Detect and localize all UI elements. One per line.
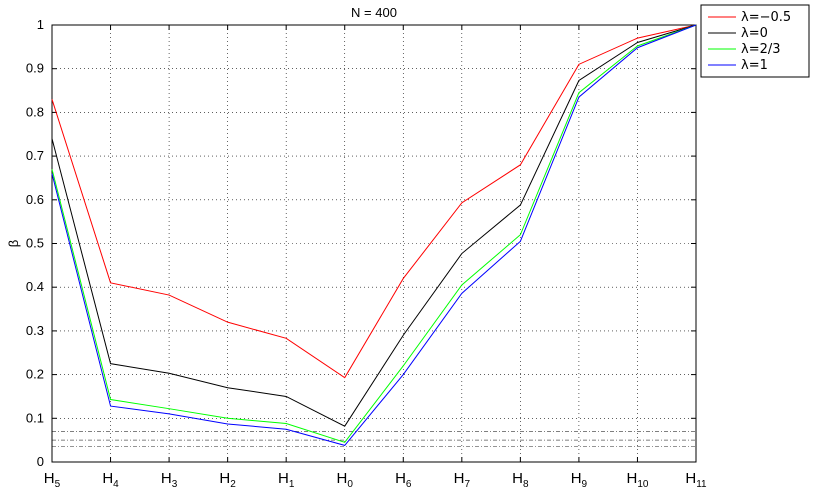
y-tick-label: 0.6 [26, 192, 44, 207]
x-tick-label-base: H [571, 470, 582, 487]
y-tick-label: 0 [37, 454, 44, 469]
y-axis-ticks: 0 0.1 0.2 0.3 0.4 0.5 0.6 0.7 0.8 0.9 1 [26, 17, 696, 469]
series-line [51, 24, 697, 427]
x-tick-label: H6 [395, 470, 412, 490]
series [51, 24, 697, 446]
x-tick-label-base: H [44, 470, 55, 487]
x-tick-label-subscript: 11 [696, 479, 707, 490]
x-tick-label-subscript: 10 [637, 479, 649, 490]
y-tick-label: 0.7 [26, 148, 44, 163]
x-tick-label: H4 [102, 470, 119, 490]
x-tick-label-base: H [337, 470, 348, 487]
x-tick-label-subscript: 9 [582, 479, 588, 490]
x-tick-label: H8 [512, 470, 529, 490]
x-tick-label-subscript: 7 [464, 479, 470, 490]
x-axis-ticks: H5 H4 H3 H2 H1 H0 H6 H7 H8 H9 H10 H11 [44, 25, 707, 490]
x-tick-label: H1 [278, 470, 295, 490]
series-line [51, 24, 697, 379]
x-tick-label: H0 [337, 470, 354, 490]
x-tick-label-base: H [626, 470, 637, 487]
x-tick-label-base: H [102, 470, 113, 487]
x-tick-label-subscript: 2 [230, 479, 236, 490]
legend: λ=−0.5λ=0λ=2/3λ=1 [700, 4, 810, 78]
y-tick-label: 0.3 [26, 323, 44, 338]
x-tick-label: H7 [454, 470, 471, 490]
y-tick-label: 0.5 [26, 236, 44, 251]
y-tick-label: 0.2 [26, 367, 44, 382]
x-tick-label-base: H [278, 470, 289, 487]
x-tick-label-subscript: 5 [55, 479, 61, 490]
x-tick-label-subscript: 3 [172, 479, 178, 490]
series-line [51, 24, 697, 446]
x-tick-label: H11 [685, 470, 707, 490]
x-tick-label-base: H [219, 470, 230, 487]
x-tick-label-base: H [395, 470, 406, 487]
legend-label: λ=2/3 [741, 42, 781, 57]
x-tick-label-subscript: 0 [347, 479, 353, 490]
x-tick-label: H2 [219, 470, 236, 490]
y-tick-label: 0.8 [26, 104, 44, 119]
x-tick-label-base: H [685, 470, 696, 487]
y-tick-label: 0.4 [26, 279, 44, 294]
chart-title: N = 400 [351, 5, 397, 20]
legend-label: λ=−0.5 [741, 10, 791, 25]
y-axis-label: β [6, 240, 21, 247]
y-tick-label: 1 [37, 17, 44, 32]
x-tick-label-base: H [512, 470, 523, 487]
grid [52, 25, 696, 462]
x-tick-label-subscript: 6 [406, 479, 412, 490]
legend-label: λ=1 [741, 58, 768, 73]
y-tick-label: 0.1 [26, 410, 44, 425]
legend-label: λ=0 [741, 26, 768, 41]
x-tick-label-base: H [454, 470, 465, 487]
series-line [51, 24, 697, 443]
x-tick-label: H9 [571, 470, 588, 490]
reference-lines [52, 431, 696, 448]
y-tick-label: 0.9 [26, 61, 44, 76]
x-tick-label-base: H [161, 470, 172, 487]
x-tick-label-subscript: 1 [289, 479, 295, 490]
x-tick-label-subscript: 4 [113, 479, 119, 490]
x-tick-label: H3 [161, 470, 178, 490]
x-tick-label: H5 [44, 470, 61, 490]
x-tick-label-subscript: 8 [523, 479, 529, 490]
x-tick-label: H10 [626, 470, 648, 490]
